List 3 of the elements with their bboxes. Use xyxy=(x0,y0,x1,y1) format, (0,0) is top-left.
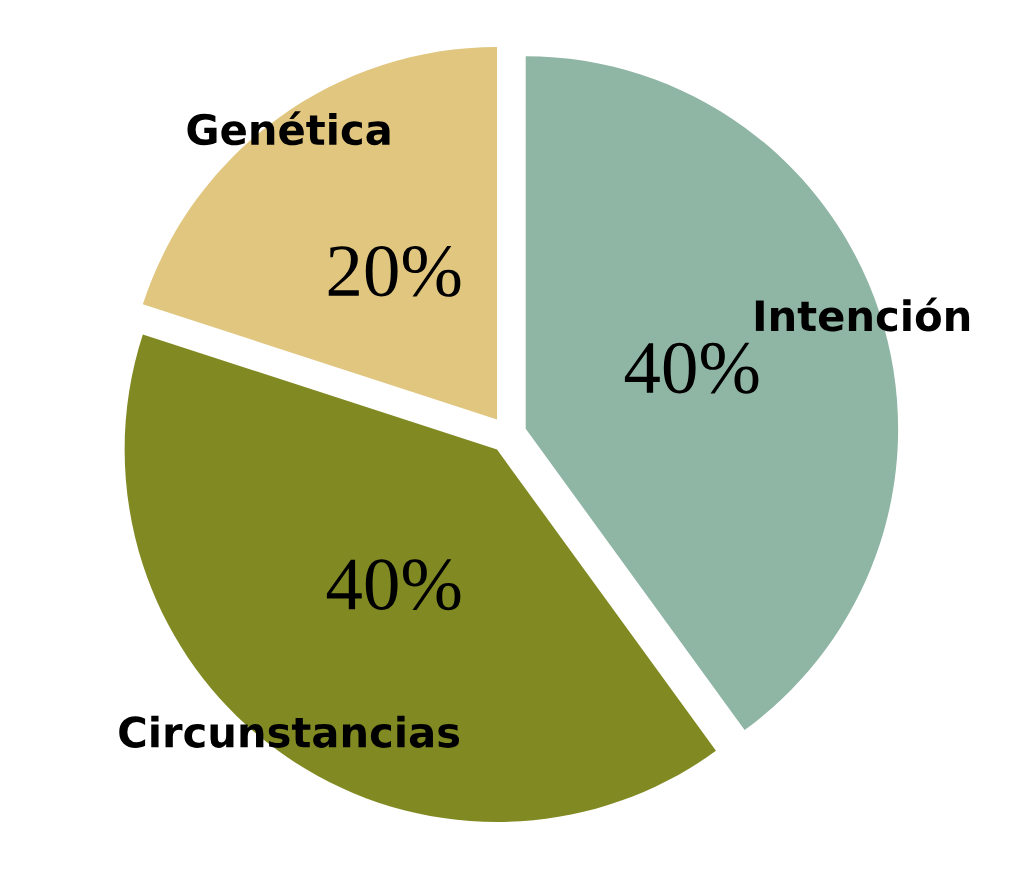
data-label: 40% xyxy=(326,559,461,611)
data-label: 40% xyxy=(624,342,759,394)
data-label: 20% xyxy=(328,245,461,297)
